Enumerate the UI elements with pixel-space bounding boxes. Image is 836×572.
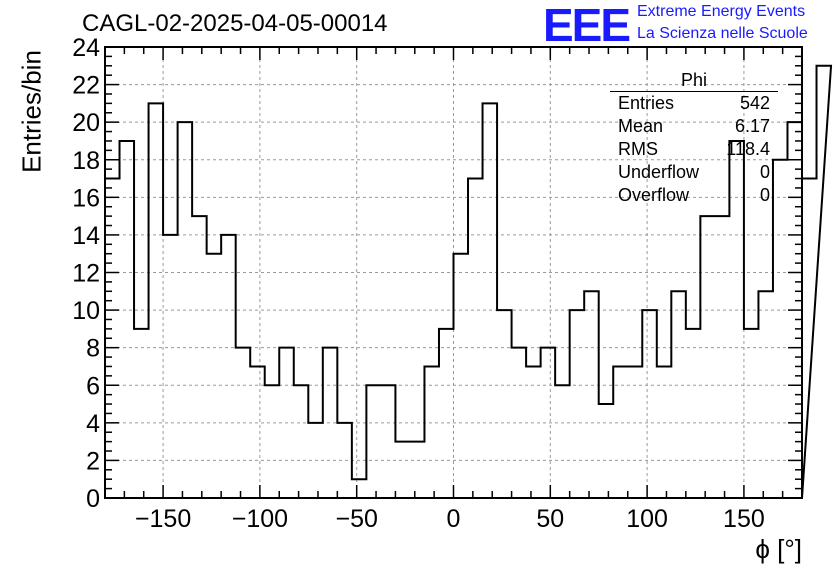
axis-ticks	[104, 46, 803, 499]
y-tick-label: 6	[86, 372, 100, 400]
stats-row-mean: Mean 6.17	[610, 115, 778, 138]
stats-label: RMS	[618, 139, 658, 159]
y-tick-label: 14	[72, 222, 100, 250]
y-tick-label: 4	[86, 410, 100, 438]
brand-line-1: Extreme Energy Events	[637, 3, 806, 20]
y-axis-label: Entries/bin	[16, 50, 47, 173]
stats-label: Overflow	[618, 185, 690, 205]
stats-box: Phi Entries 542 Mean 6.17 RMS 118.4 Unde…	[610, 70, 778, 207]
x-tick-label: 50	[536, 505, 564, 533]
x-tick-label: 0	[447, 505, 461, 533]
y-tick-label: 2	[86, 447, 100, 475]
y-tick-label: 0	[86, 485, 100, 513]
stats-row-underflow: Underflow 0	[610, 161, 778, 184]
axis-tick-labels: −150 −100 −50 0 50 100 15002468101214161820222…	[72, 34, 765, 533]
stats-label: Entries	[618, 93, 675, 113]
x-tick-label: 150	[723, 505, 765, 533]
stats-row-rms: RMS 118.4	[610, 138, 778, 161]
stats-value: 542	[739, 93, 770, 113]
stats-row-overflow: Overflow 0	[610, 184, 778, 207]
y-tick-label: 22	[72, 72, 100, 100]
histogram-series-line	[104, 64, 833, 499]
x-axis-label: ϕ [°]	[755, 534, 802, 564]
y-tick-label: 12	[72, 260, 100, 288]
x-tick-label: −50	[335, 505, 377, 533]
y-tick-label: 18	[72, 147, 100, 175]
x-tick-label: −100	[232, 505, 288, 533]
y-tick-label: 24	[72, 34, 100, 62]
stats-value: 6.17	[734, 116, 770, 136]
stats-value: 118.4	[726, 139, 770, 159]
stats-label: Mean	[618, 116, 664, 136]
chart-title: CAGL-02-2025-04-05-00014	[82, 10, 388, 37]
y-tick-label: 16	[72, 184, 100, 212]
stats-label: Underflow	[618, 162, 700, 182]
stats-value: 0	[759, 162, 770, 182]
stats-value: 0	[759, 185, 770, 205]
brand-line-2: La Scienza nelle Scuole	[637, 25, 808, 42]
eee-logo: EEE	[543, 0, 631, 51]
y-tick-label: 8	[86, 335, 100, 363]
y-tick-label: 10	[72, 297, 100, 325]
x-tick-label: 100	[626, 505, 668, 533]
y-tick-label: 20	[72, 109, 100, 137]
x-tick-label: −150	[135, 505, 191, 533]
stats-row-entries: Entries 542	[610, 92, 778, 115]
stats-box-title: Phi	[610, 70, 778, 92]
